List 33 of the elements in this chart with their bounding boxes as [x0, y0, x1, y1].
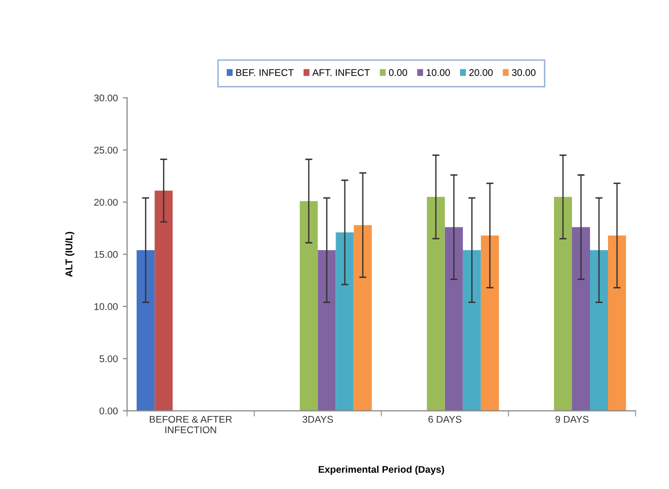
legend-label: BEF. INFECT	[236, 69, 294, 76]
bar	[300, 201, 318, 411]
bar	[336, 232, 354, 411]
legend-label: AFT. INFECT	[312, 69, 370, 76]
x-tick-label: 9 DAYS	[556, 416, 588, 423]
y-tick-label: 25.00	[94, 146, 118, 154]
bar	[554, 196, 572, 411]
y-tick-label: 10.00	[94, 303, 118, 310]
y-axis-title: ALT (IU/L)	[65, 232, 74, 277]
bar	[608, 236, 626, 411]
y-tick-label: 20.00	[94, 198, 118, 206]
legend-label: 0.00	[388, 69, 408, 76]
y-tick-label: 0.00	[100, 407, 118, 414]
bar	[318, 250, 336, 411]
legend-label: 30.00	[512, 69, 536, 76]
bar	[354, 225, 372, 411]
x-axis-title: Experimental Period (Days)	[318, 466, 444, 475]
bar	[444, 227, 463, 411]
x-tick-label: BEFORE & AFTER INFECTION	[150, 416, 232, 434]
bar	[426, 196, 445, 411]
bar	[480, 236, 499, 411]
bar	[462, 250, 481, 411]
y-tick-label: 30.00	[94, 94, 118, 102]
y-tick-label: 15.00	[94, 251, 118, 258]
legend-label: 10.00	[426, 69, 450, 76]
bar	[590, 250, 608, 411]
y-tick-label: 5.00	[100, 355, 118, 362]
x-tick-label: 3DAYS	[302, 416, 333, 423]
bar	[136, 250, 155, 411]
bar	[154, 190, 173, 411]
x-tick-label: 6 DAYS	[428, 416, 462, 423]
legend-label: 20.00	[469, 69, 493, 76]
bar	[572, 227, 590, 411]
